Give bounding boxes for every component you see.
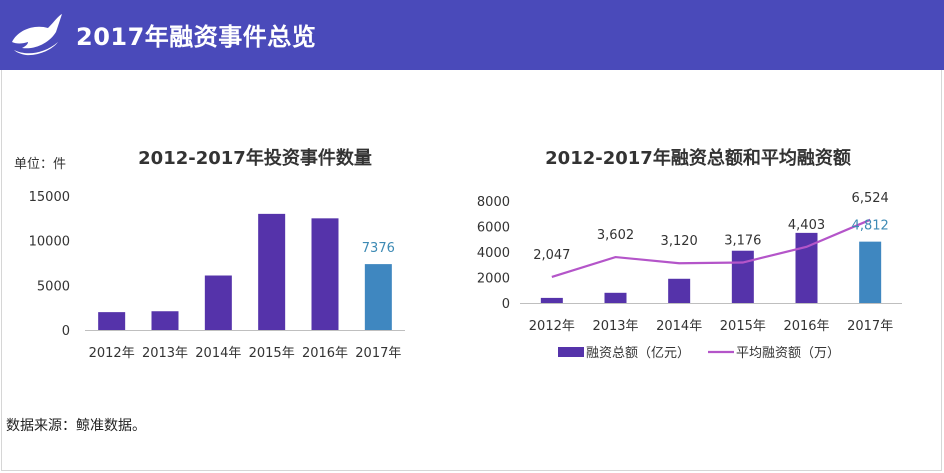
- chart2-line-label: 3,602: [597, 228, 634, 243]
- chart2-y-tick: 0: [502, 297, 510, 312]
- legend-bar-swatch: [558, 347, 584, 357]
- chart1-x-tick: 2013年: [142, 346, 188, 361]
- chart1-x-tick: 2017年: [355, 346, 401, 361]
- chart1-y-tick: 10000: [29, 235, 70, 250]
- chart1-bar: [364, 264, 392, 330]
- chart2-y-tick: 8000: [477, 195, 510, 210]
- legend-bar-label: 融资总额（亿元）: [586, 346, 690, 361]
- chart2-bar: [540, 297, 563, 303]
- chart1-bar: [258, 213, 286, 330]
- chart2-line-label: 2,047: [533, 248, 570, 263]
- chart2-y-tick: 2000: [477, 272, 510, 287]
- chart2-y-tick: 4000: [477, 246, 510, 261]
- chart1-unit-label: 单位：件: [14, 157, 66, 172]
- chart2-bar: [731, 250, 754, 303]
- chart2-highlight-label: 4,812: [852, 219, 889, 234]
- chart1-x-tick: 2014年: [195, 346, 241, 361]
- chart1-y-tick: 15000: [29, 190, 70, 205]
- whale-icon: [12, 14, 62, 56]
- chart2-x-tick: 2013年: [592, 319, 638, 334]
- chart1-bar: [98, 312, 126, 330]
- page-title: 2017年融资事件总览: [76, 23, 317, 51]
- chart1-x-tick: 2016年: [302, 346, 348, 361]
- chart2-x-tick: 2017年: [847, 319, 893, 334]
- chart2-x-tick: 2012年: [529, 319, 575, 334]
- chart2-title: 2012-2017年融资总额和平均融资额: [545, 147, 851, 169]
- chart1-x-tick: 2012年: [89, 346, 135, 361]
- legend-line-label: 平均融资额（万）: [736, 346, 840, 361]
- chart2-line-label: 3,176: [724, 234, 761, 249]
- chart2-line-label: 4,403: [788, 218, 825, 233]
- chart2-bar: [604, 292, 627, 303]
- chart1-bar: [204, 275, 232, 330]
- chart2-x-tick: 2014年: [656, 319, 702, 334]
- chart1-title: 2012-2017年投资事件数量: [138, 147, 372, 169]
- content-frame: [1, 70, 942, 471]
- chart2-x-tick: 2015年: [720, 319, 766, 334]
- chart1-y-tick: 5000: [37, 279, 70, 294]
- chart2-x-tick: 2016年: [783, 319, 829, 334]
- chart2-line: [551, 218, 871, 278]
- chart2-bar: [795, 232, 818, 303]
- header-bar: 2017年融资事件总览: [0, 0, 944, 70]
- chart2-y-tick: 6000: [477, 221, 510, 236]
- chart1-y-tick: 0: [62, 324, 70, 339]
- chart2-line-label: 3,120: [661, 234, 698, 249]
- source-note: 数据来源：鲸准数据。: [6, 418, 146, 434]
- chart1-highlight-label: 7376: [362, 241, 395, 256]
- chart2-bar: [859, 241, 882, 303]
- chart2-line-label: 6,524: [852, 191, 889, 206]
- chart1-bar: [311, 218, 339, 330]
- chart1-x-tick: 2015年: [249, 346, 295, 361]
- chart1-bar: [151, 311, 179, 330]
- financing-amount-chart: 2012-2017年融资总额和平均融资额 0 2000 4000 6000 8000 201…: [477, 147, 902, 361]
- chart2-bar: [668, 278, 691, 303]
- investment-count-chart: 2012-2017年投资事件数量 单位：件 0 5000 10000 15000 2012年…: [14, 147, 405, 361]
